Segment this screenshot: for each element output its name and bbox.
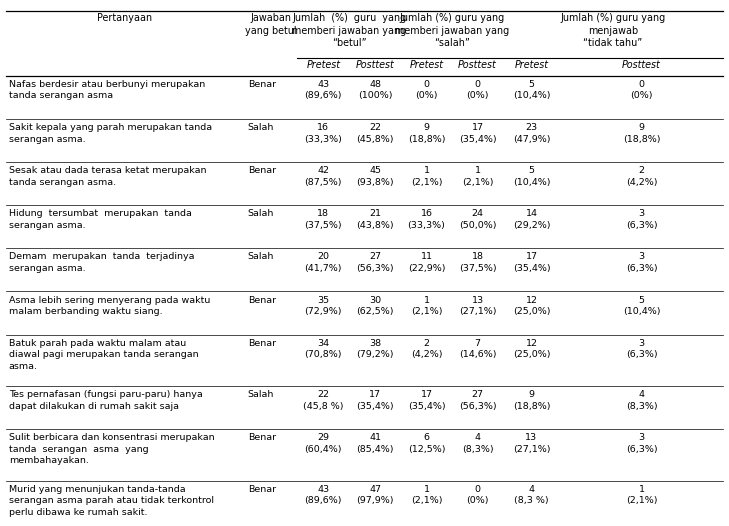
Text: Asma lebih sering menyerang pada waktu
malam berbanding waktu siang.: Asma lebih sering menyerang pada waktu m…: [9, 296, 210, 316]
Text: 17
(35,4%): 17 (35,4%): [459, 123, 496, 144]
Text: 38
(79,2%): 38 (79,2%): [356, 339, 394, 359]
Text: 20
(41,7%): 20 (41,7%): [305, 252, 342, 273]
Text: 0
(0%): 0 (0%): [467, 485, 488, 505]
Text: 3
(6,3%): 3 (6,3%): [625, 433, 658, 454]
Text: 12
(25,0%): 12 (25,0%): [512, 296, 550, 316]
Text: 5
(10,4%): 5 (10,4%): [623, 296, 660, 316]
Text: Jumlah (%) guru yang
menjawab
“tidak tahu”: Jumlah (%) guru yang menjawab “tidak tah…: [561, 13, 666, 48]
Text: Pertanyaan: Pertanyaan: [98, 13, 152, 23]
Text: Salah: Salah: [248, 390, 274, 399]
Text: 23
(47,9%): 23 (47,9%): [512, 123, 550, 144]
Text: 1
(2,1%): 1 (2,1%): [410, 166, 443, 187]
Text: 27
(56,3%): 27 (56,3%): [356, 252, 394, 273]
Text: Murid yang menunjukan tanda-tanda
serangan asma parah atau tidak terkontrol
perl: Murid yang menunjukan tanda-tanda serang…: [9, 485, 214, 517]
Text: 7
(14,6%): 7 (14,6%): [459, 339, 496, 359]
Text: 0
(0%): 0 (0%): [631, 80, 652, 100]
Text: 22
(45,8 %): 22 (45,8 %): [303, 390, 343, 411]
Text: Sulit berbicara dan konsentrasi merupakan
tanda  serangan  asma  yang
membahayak: Sulit berbicara dan konsentrasi merupaka…: [9, 433, 214, 466]
Text: Salah: Salah: [248, 209, 274, 218]
Text: Demam  merupakan  tanda  terjadinya
serangan asma.: Demam merupakan tanda terjadinya seranga…: [9, 252, 194, 273]
Text: 3
(6,3%): 3 (6,3%): [625, 209, 658, 230]
Text: 1
(2,1%): 1 (2,1%): [461, 166, 494, 187]
Text: Posttest: Posttest: [356, 60, 394, 70]
Text: 5
(10,4%): 5 (10,4%): [512, 166, 550, 187]
Text: 24
(50,0%): 24 (50,0%): [459, 209, 496, 230]
Text: 17
(35,4%): 17 (35,4%): [408, 390, 445, 411]
Text: 0
(0%): 0 (0%): [416, 80, 437, 100]
Text: Posttest: Posttest: [458, 60, 497, 70]
Text: 4
(8,3%): 4 (8,3%): [461, 433, 494, 454]
Text: Batuk parah pada waktu malam atau
diawal pagi merupakan tanda serangan
asma.: Batuk parah pada waktu malam atau diawal…: [9, 339, 198, 371]
Text: 18
(37,5%): 18 (37,5%): [459, 252, 496, 273]
Text: 29
(60,4%): 29 (60,4%): [305, 433, 342, 454]
Text: 35
(72,9%): 35 (72,9%): [305, 296, 342, 316]
Text: 16
(33,3%): 16 (33,3%): [408, 209, 445, 230]
Text: Sesak atau dada terasa ketat merupakan
tanda serangan asma.: Sesak atau dada terasa ketat merupakan t…: [9, 166, 206, 187]
Text: Jumlah  (%)  guru  yang
memberi jawaban yang
“betul”: Jumlah (%) guru yang memberi jawaban yan…: [292, 13, 406, 48]
Text: 4
(8,3 %): 4 (8,3 %): [514, 485, 549, 505]
Text: Sakit kepala yang parah merupakan tanda
serangan asma.: Sakit kepala yang parah merupakan tanda …: [9, 123, 212, 144]
Text: 21
(43,8%): 21 (43,8%): [356, 209, 394, 230]
Text: Jumlah (%) guru yang
memberi jawaban yang
“salah”: Jumlah (%) guru yang memberi jawaban yan…: [395, 13, 509, 48]
Text: 17
(35,4%): 17 (35,4%): [356, 390, 394, 411]
Text: Benar: Benar: [248, 296, 276, 305]
Text: 6
(12,5%): 6 (12,5%): [408, 433, 445, 454]
Text: 4
(8,3%): 4 (8,3%): [625, 390, 658, 411]
Text: 43
(89,6%): 43 (89,6%): [305, 80, 342, 100]
Text: 43
(89,6%): 43 (89,6%): [305, 485, 342, 505]
Text: Pretest: Pretest: [306, 60, 340, 70]
Text: 18
(37,5%): 18 (37,5%): [305, 209, 342, 230]
Text: Benar: Benar: [248, 166, 276, 175]
Text: 30
(62,5%): 30 (62,5%): [356, 296, 394, 316]
Text: 13
(27,1%): 13 (27,1%): [459, 296, 496, 316]
Text: 5
(10,4%): 5 (10,4%): [512, 80, 550, 100]
Text: 0
(0%): 0 (0%): [467, 80, 488, 100]
Text: Benar: Benar: [248, 339, 276, 348]
Text: Pretest: Pretest: [410, 60, 443, 70]
Text: Tes pernafasan (fungsi paru-paru) hanya
dapat dilakukan di rumah sakit saja: Tes pernafasan (fungsi paru-paru) hanya …: [9, 390, 203, 411]
Text: Benar: Benar: [248, 433, 276, 442]
Text: 22
(45,8%): 22 (45,8%): [356, 123, 394, 144]
Text: 34
(70,8%): 34 (70,8%): [305, 339, 342, 359]
Text: 47
(97,9%): 47 (97,9%): [356, 485, 394, 505]
Text: Pretest: Pretest: [515, 60, 548, 70]
Text: 11
(22,9%): 11 (22,9%): [408, 252, 445, 273]
Text: 1
(2,1%): 1 (2,1%): [410, 296, 443, 316]
Text: 42
(87,5%): 42 (87,5%): [305, 166, 342, 187]
Text: 9
(18,8%): 9 (18,8%): [512, 390, 550, 411]
Text: 27
(56,3%): 27 (56,3%): [459, 390, 496, 411]
Text: Benar: Benar: [248, 80, 276, 89]
Text: 1
(2,1%): 1 (2,1%): [625, 485, 658, 505]
Text: 2
(4,2%): 2 (4,2%): [410, 339, 443, 359]
Text: 16
(33,3%): 16 (33,3%): [305, 123, 342, 144]
Text: 3
(6,3%): 3 (6,3%): [625, 339, 658, 359]
Text: 41
(85,4%): 41 (85,4%): [356, 433, 394, 454]
Text: Hidung  tersumbat  merupakan  tanda
serangan asma.: Hidung tersumbat merupakan tanda seranga…: [9, 209, 192, 230]
Text: Salah: Salah: [248, 252, 274, 261]
Text: 9
(18,8%): 9 (18,8%): [623, 123, 660, 144]
Text: 14
(29,2%): 14 (29,2%): [512, 209, 550, 230]
Text: 9
(18,8%): 9 (18,8%): [408, 123, 445, 144]
Text: 48
(100%): 48 (100%): [358, 80, 392, 100]
Text: 1
(2,1%): 1 (2,1%): [410, 485, 443, 505]
Text: 17
(35,4%): 17 (35,4%): [512, 252, 550, 273]
Text: Salah: Salah: [248, 123, 274, 132]
Text: Jawaban
yang betul: Jawaban yang betul: [245, 13, 297, 36]
Text: 45
(93,8%): 45 (93,8%): [356, 166, 394, 187]
Text: 2
(4,2%): 2 (4,2%): [625, 166, 658, 187]
Text: 12
(25,0%): 12 (25,0%): [512, 339, 550, 359]
Text: 3
(6,3%): 3 (6,3%): [625, 252, 658, 273]
Text: Nafas berdesir atau berbunyi merupakan
tanda serangan asma: Nafas berdesir atau berbunyi merupakan t…: [9, 80, 205, 100]
Text: Posttest: Posttest: [622, 60, 661, 70]
Text: Benar: Benar: [248, 485, 276, 494]
Text: 13
(27,1%): 13 (27,1%): [512, 433, 550, 454]
